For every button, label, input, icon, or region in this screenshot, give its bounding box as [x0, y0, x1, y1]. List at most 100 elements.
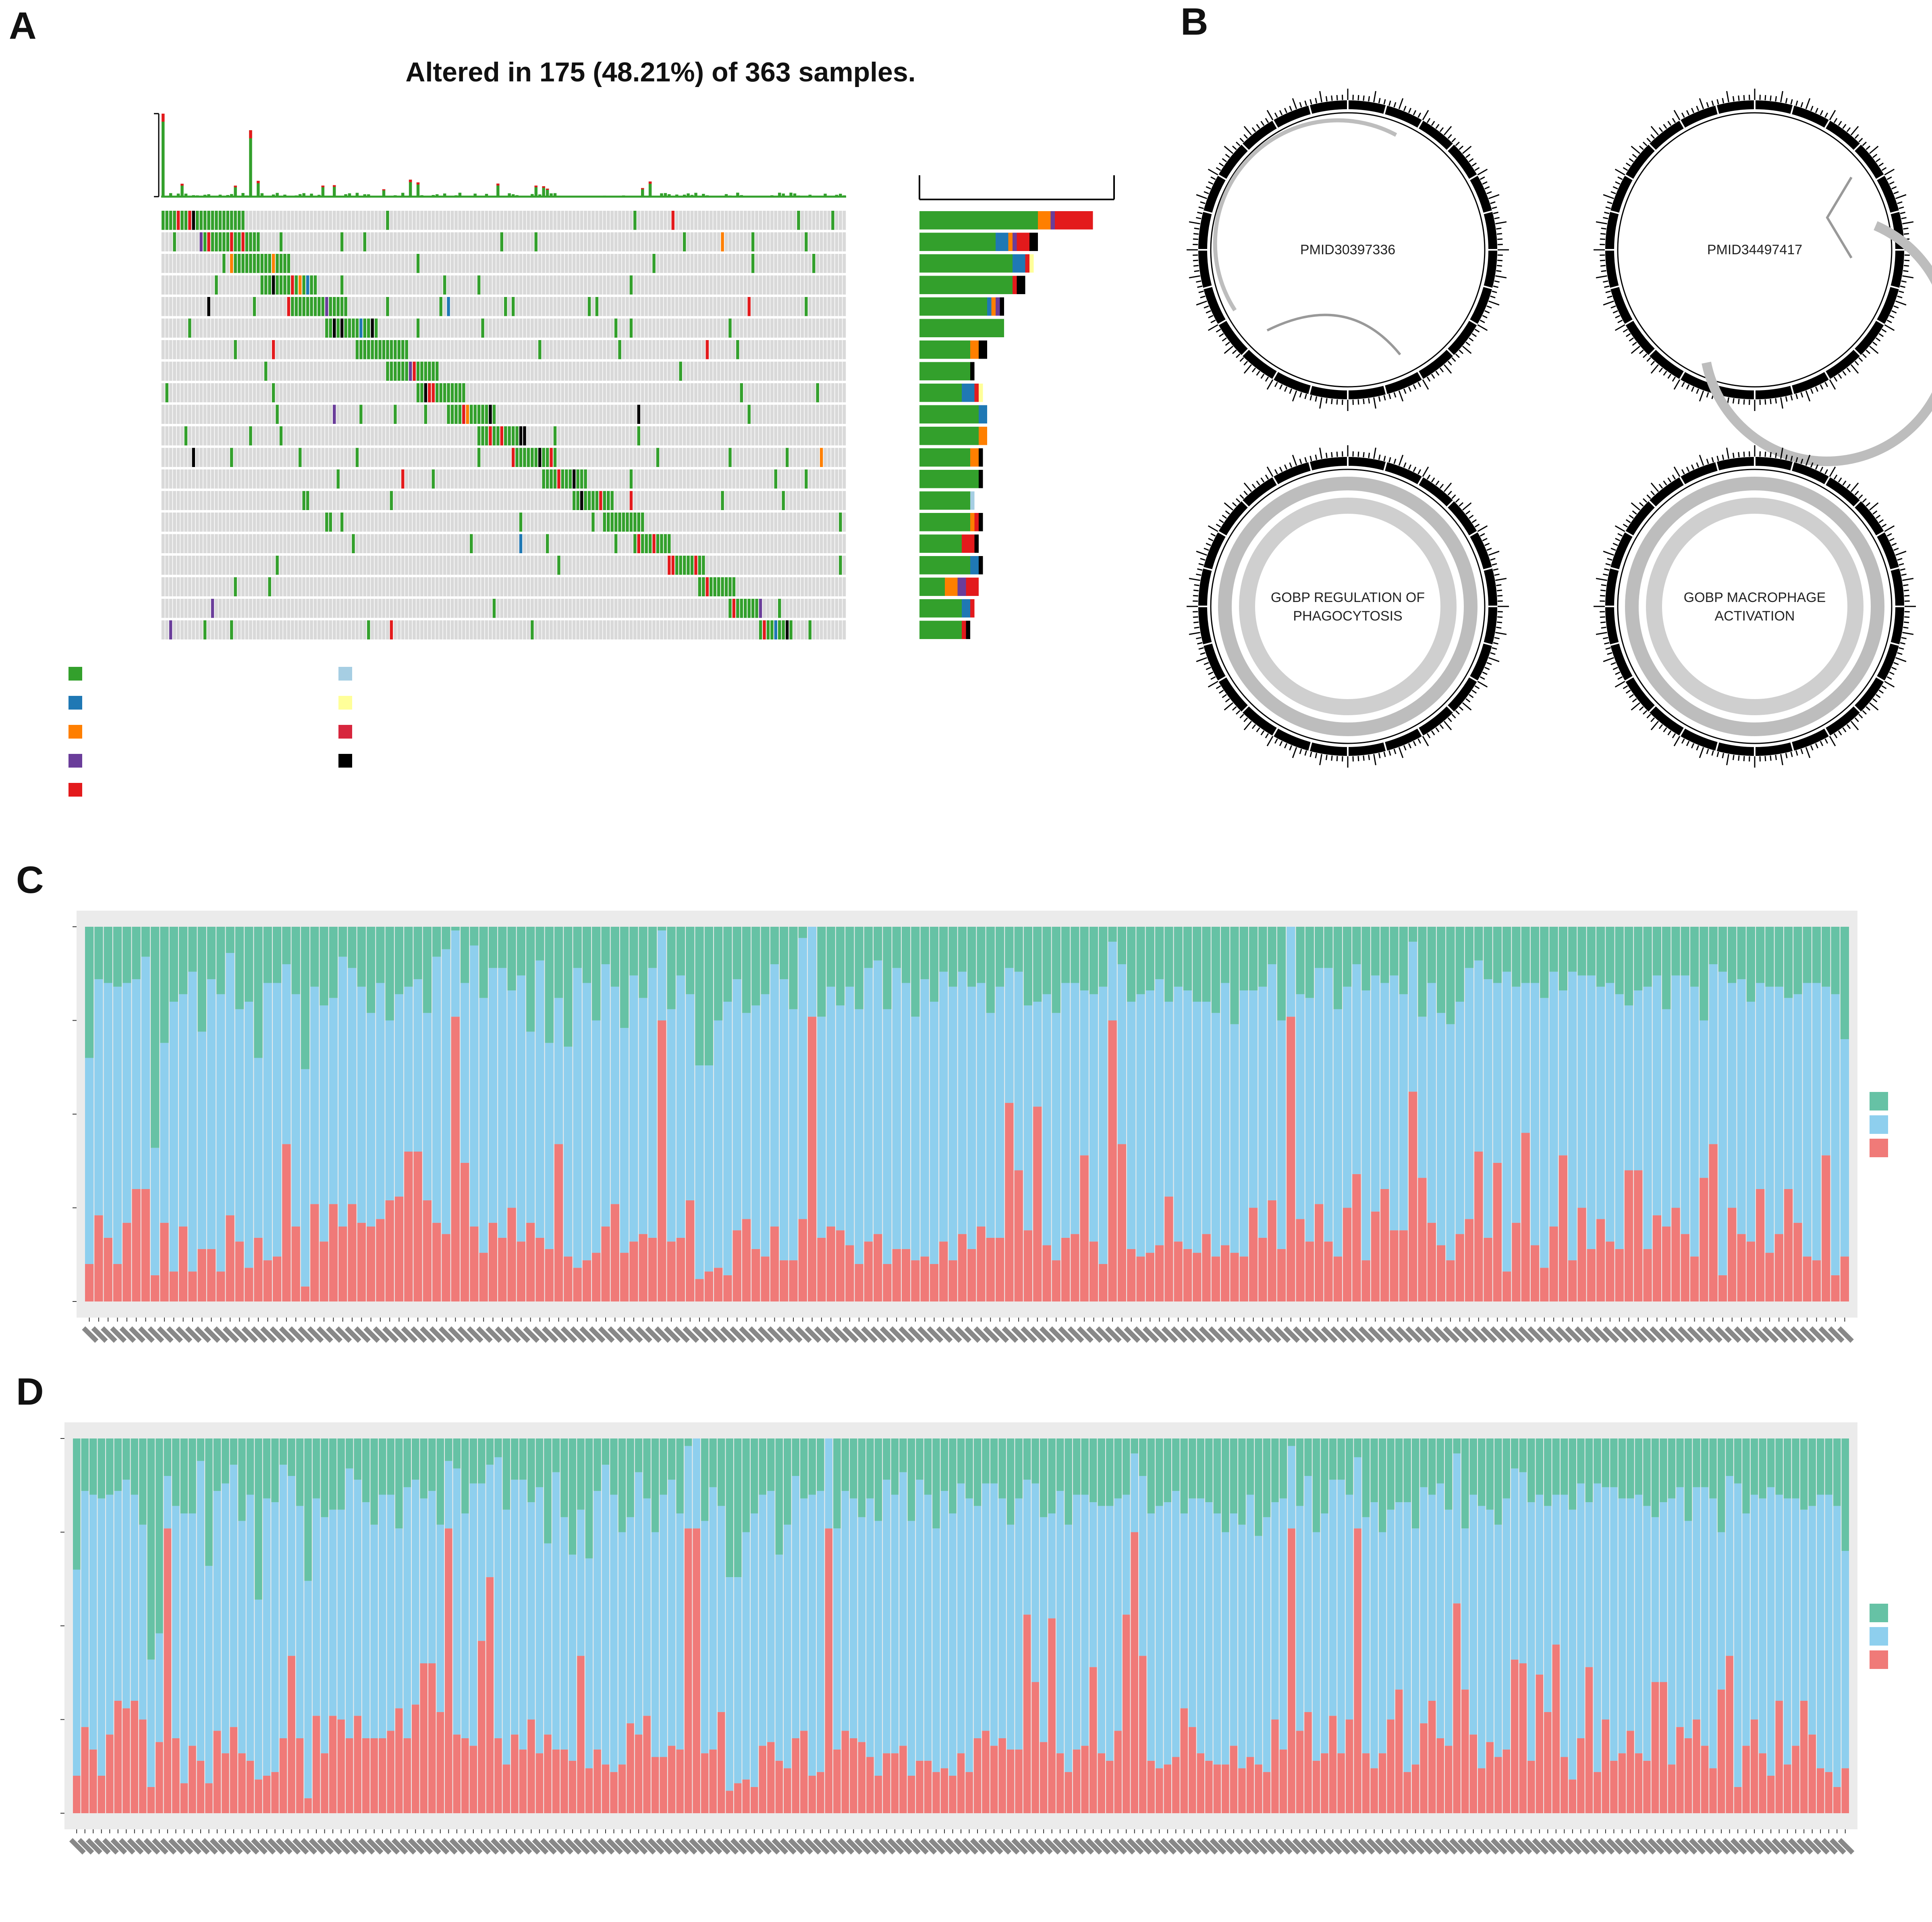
cnv-bar-loss — [461, 927, 469, 983]
circos-tick — [1623, 168, 1628, 170]
cnv-bar-loss — [1212, 927, 1220, 1013]
cnv-bar-loss — [784, 1438, 791, 1525]
cnv-bar-gain — [643, 1716, 651, 1813]
circos-tick — [1607, 653, 1612, 654]
circos-tick — [1448, 491, 1452, 495]
cnv-bar-none — [1634, 990, 1642, 1170]
cnv-bar-none — [714, 1021, 722, 1268]
circos-tick — [1901, 281, 1907, 282]
cnv-bar-gain — [1536, 1675, 1544, 1813]
cnv-bar-loss — [1399, 927, 1408, 994]
circos-tick — [1682, 739, 1684, 743]
circos-tick — [1394, 392, 1396, 397]
circos-tick — [1432, 731, 1434, 735]
circos-tick — [1615, 681, 1625, 687]
cnv-bar-gain — [1023, 1615, 1031, 1813]
circos-tick — [1604, 643, 1609, 644]
cnv-bar-gain — [1005, 1103, 1013, 1301]
circos-tick — [1863, 354, 1866, 357]
circos-tick — [1233, 707, 1237, 710]
cnv-bar-none — [1726, 1476, 1733, 1656]
cnv-bar-loss — [1015, 1438, 1023, 1499]
cnv-bar-gain — [611, 1204, 619, 1301]
cnv-bar-gain — [545, 1249, 554, 1301]
cnv-bar-gain — [751, 1249, 760, 1301]
cnv-bar-loss — [618, 1438, 626, 1532]
circos-tick — [1280, 384, 1282, 389]
cnv-bar-loss — [799, 927, 807, 938]
cnv-bar-none — [1305, 998, 1314, 1242]
cnv-bar-loss — [924, 1438, 932, 1495]
circos-tick — [1208, 681, 1218, 687]
cnv-bar-gain — [1606, 1241, 1614, 1301]
cnv-bar-loss — [916, 1438, 923, 1480]
circos-tick — [1384, 456, 1385, 461]
cnv-bar-gain — [845, 1245, 854, 1302]
circos-tick — [1404, 745, 1406, 750]
cnv-bar-loss — [892, 927, 901, 968]
cnv-bar-gain — [977, 1227, 985, 1301]
cnv-bar-none — [930, 1002, 938, 1264]
cnv-bar-loss — [1653, 927, 1661, 976]
circos-tick — [1603, 218, 1608, 219]
cnv-bar-gain — [1056, 1753, 1064, 1813]
cnv-bar-loss — [1329, 1438, 1337, 1480]
cnv-bar-gain — [1136, 1256, 1145, 1301]
cnv-bar-none — [1346, 1495, 1353, 1720]
cnv-bar-gain — [648, 1238, 657, 1301]
cnv-bar-gain — [292, 1227, 300, 1301]
cnv-bar-none — [131, 1495, 139, 1701]
circos-tick — [1240, 358, 1244, 361]
cnv-bar-none — [106, 1495, 114, 1735]
cnv-bar-loss — [850, 1438, 857, 1499]
circos-tick — [1892, 311, 1897, 313]
circos-tick — [1892, 667, 1897, 669]
cnv-bar-loss — [986, 927, 995, 1013]
circos-tick — [1894, 192, 1899, 194]
cnv-bar-none — [517, 976, 525, 1241]
cnv-bar-none — [1131, 1453, 1138, 1532]
cnv-bar-none — [842, 1491, 849, 1731]
cnv-bar-loss — [789, 927, 797, 1009]
cnv-bar-none — [627, 1517, 634, 1723]
cnv-bar-gain — [198, 1249, 206, 1301]
circos-tick — [1285, 387, 1287, 392]
circos-tick — [1452, 138, 1455, 142]
cnv-bar-none — [1615, 994, 1624, 1249]
circos-tick — [1363, 399, 1364, 404]
circos-tick — [1489, 301, 1499, 305]
circos-tick — [1668, 121, 1671, 126]
cnv-bar-gain — [503, 1764, 510, 1813]
cnv-bar-none — [742, 1532, 750, 1780]
cnv-bar-loss — [554, 927, 563, 998]
circos-tick — [1196, 301, 1207, 305]
cnv-bar-gain — [676, 1750, 684, 1813]
circos-tick — [1707, 102, 1708, 107]
cnv-bar-loss — [1277, 927, 1286, 1021]
cnv-bar-none — [156, 1633, 163, 1742]
cnv-bar-gain — [1793, 1223, 1802, 1301]
circos-tick — [1413, 741, 1416, 746]
cnv-bar-gain — [693, 1528, 700, 1813]
cnv-bar-none — [1512, 987, 1520, 1223]
circos-tick — [1448, 135, 1452, 139]
cnv-bar-loss — [627, 1438, 634, 1517]
circos-tick — [1219, 520, 1224, 523]
cnv-bar-gain — [1521, 1133, 1530, 1302]
circos-tick — [1293, 455, 1297, 465]
cnv-bar-none — [916, 1480, 923, 1760]
cnv-bar-loss — [1362, 927, 1370, 990]
cnv-bar-gain — [172, 1738, 180, 1813]
cnv-bar-loss — [320, 927, 328, 1005]
circos-tick — [1208, 526, 1218, 531]
cnv-bar-none — [230, 1465, 238, 1727]
cnv-bar-none — [677, 976, 685, 1238]
cnv-bar-gain — [701, 1753, 709, 1813]
cnv-bar-gain — [1734, 1787, 1742, 1813]
cnv-bar-gain — [1403, 1772, 1411, 1813]
cnv-bar-gain — [1833, 1787, 1841, 1813]
cnv-bar-gain — [1461, 1690, 1469, 1813]
cnv-bar-none — [1080, 990, 1089, 1155]
cnv-bar-none — [489, 968, 497, 1223]
cnv-bar-gain — [1653, 1215, 1661, 1301]
